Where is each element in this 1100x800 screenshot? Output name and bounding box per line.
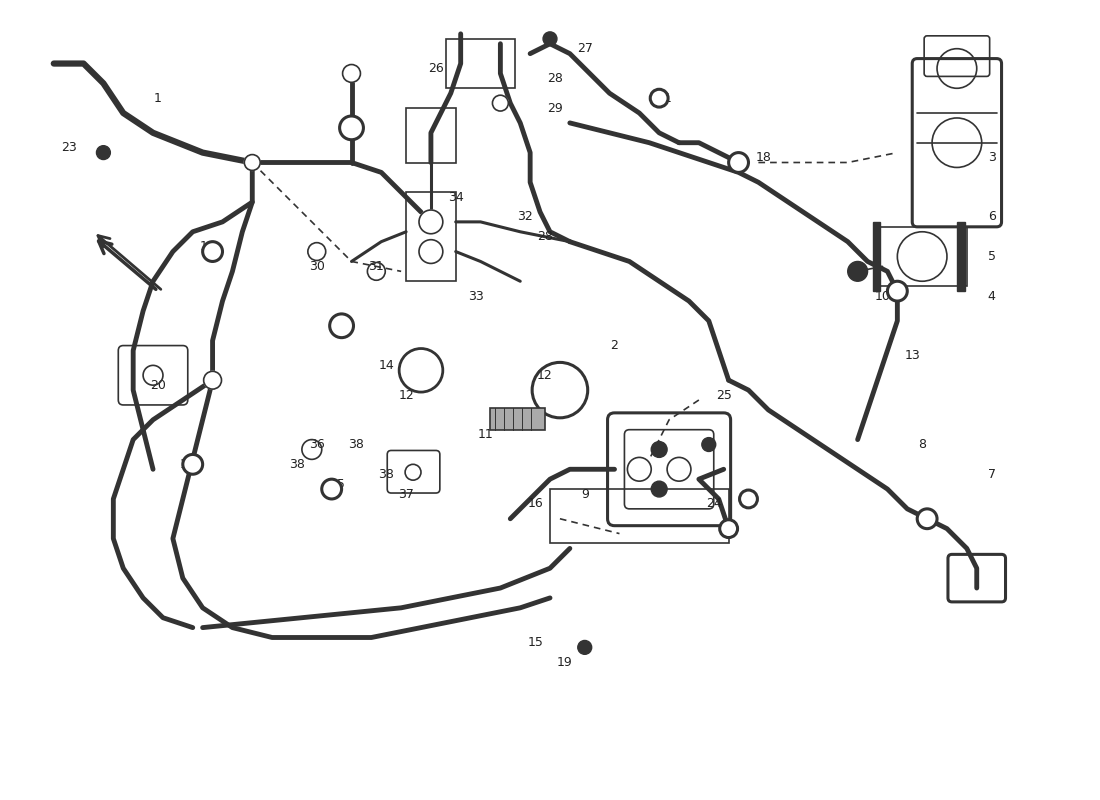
Text: 15: 15 xyxy=(527,636,543,649)
Text: 38: 38 xyxy=(349,438,364,451)
Text: 6: 6 xyxy=(988,210,996,223)
Text: 7: 7 xyxy=(988,468,996,481)
Bar xyxy=(491,408,544,430)
Circle shape xyxy=(651,481,667,497)
Text: 36: 36 xyxy=(309,438,324,451)
Text: 19: 19 xyxy=(557,656,573,669)
Bar xyxy=(550,489,728,543)
Bar xyxy=(872,222,880,291)
Circle shape xyxy=(543,32,557,46)
Text: 9: 9 xyxy=(581,487,589,501)
Text: 38: 38 xyxy=(378,468,394,481)
Text: 37: 37 xyxy=(398,487,414,501)
Text: 17: 17 xyxy=(200,240,216,253)
Text: 17: 17 xyxy=(179,458,196,471)
Text: 4: 4 xyxy=(988,290,996,302)
Circle shape xyxy=(917,509,937,529)
Text: 29: 29 xyxy=(547,102,563,114)
Text: 21: 21 xyxy=(657,92,672,105)
Circle shape xyxy=(848,262,868,282)
Bar xyxy=(957,222,965,291)
Text: 12: 12 xyxy=(398,389,414,402)
Text: 32: 32 xyxy=(517,210,534,223)
Text: 22: 22 xyxy=(339,122,354,134)
Text: 20: 20 xyxy=(150,378,166,392)
Text: 13: 13 xyxy=(904,349,920,362)
Text: 38: 38 xyxy=(289,458,305,471)
Circle shape xyxy=(419,210,443,234)
Circle shape xyxy=(728,153,748,172)
Bar xyxy=(406,108,455,162)
Text: 28: 28 xyxy=(537,230,553,243)
Text: 5: 5 xyxy=(988,250,996,263)
Circle shape xyxy=(97,146,110,159)
Text: 14: 14 xyxy=(378,359,394,372)
Circle shape xyxy=(650,90,668,107)
Text: 27: 27 xyxy=(576,42,593,55)
Text: 10: 10 xyxy=(874,290,890,302)
Text: 28: 28 xyxy=(547,72,563,85)
Text: 2: 2 xyxy=(610,339,618,352)
FancyArrowPatch shape xyxy=(99,241,156,290)
Circle shape xyxy=(739,490,758,508)
Circle shape xyxy=(244,154,261,170)
Text: 16: 16 xyxy=(527,498,543,510)
Circle shape xyxy=(330,314,353,338)
Circle shape xyxy=(888,282,907,301)
Bar xyxy=(446,39,515,88)
Circle shape xyxy=(719,520,738,538)
Text: 18: 18 xyxy=(756,151,771,164)
Circle shape xyxy=(493,95,508,111)
Text: 24: 24 xyxy=(706,498,722,510)
Bar xyxy=(878,227,967,286)
Text: 12: 12 xyxy=(537,369,553,382)
Text: 35: 35 xyxy=(329,478,344,490)
Bar xyxy=(406,192,455,282)
Text: 25: 25 xyxy=(716,389,732,402)
Circle shape xyxy=(578,641,592,654)
Circle shape xyxy=(202,242,222,262)
Circle shape xyxy=(321,479,342,499)
Text: 23: 23 xyxy=(60,141,77,154)
Circle shape xyxy=(340,116,363,140)
Text: 31: 31 xyxy=(368,260,384,273)
Text: 34: 34 xyxy=(448,190,463,204)
Text: 8: 8 xyxy=(918,438,926,451)
Text: 3: 3 xyxy=(988,151,996,164)
Text: 26: 26 xyxy=(428,62,443,75)
Circle shape xyxy=(651,442,667,458)
Circle shape xyxy=(419,240,443,263)
Circle shape xyxy=(342,65,361,82)
Circle shape xyxy=(204,371,221,389)
Text: 30: 30 xyxy=(309,260,324,273)
Text: 33: 33 xyxy=(468,290,483,302)
Text: 11: 11 xyxy=(477,428,494,441)
Text: 22: 22 xyxy=(329,319,344,332)
Circle shape xyxy=(183,454,202,474)
Text: 1: 1 xyxy=(154,92,162,105)
Circle shape xyxy=(702,438,716,451)
